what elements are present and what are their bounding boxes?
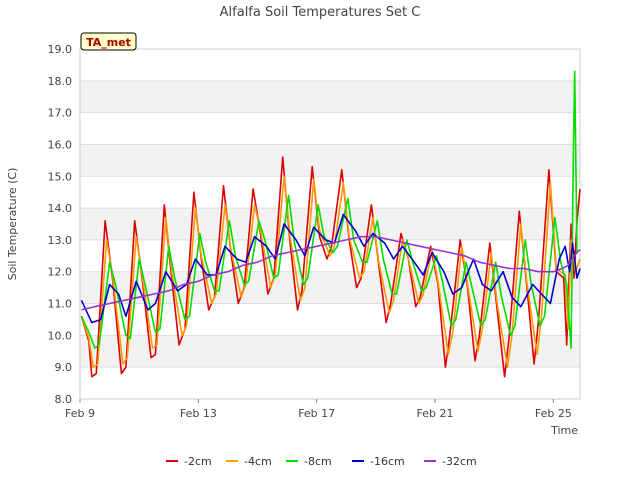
y-tick-label: 14.0 <box>48 202 73 215</box>
legend-label: -32cm <box>442 455 477 468</box>
y-axis-ticks: 8.0 9.0 10.0 11.0 12.0 13.0 14.0 15.0 16.0 17.0 18… <box>48 43 73 406</box>
x-axis-label: Time <box>550 424 578 437</box>
y-tick-label: 13.0 <box>48 234 73 247</box>
legend-item: -4cm <box>226 455 272 468</box>
legend-item: -32cm <box>424 455 477 468</box>
band <box>80 144 580 177</box>
legend: -2cm -4cm -8cm -16cm -32cm <box>166 455 477 468</box>
y-tick-label: 18.0 <box>48 75 73 88</box>
plot-bands <box>80 80 580 368</box>
legend-label: -8cm <box>304 455 332 468</box>
y-tick-label: 15.0 <box>48 170 73 183</box>
badge-text: TA_met <box>86 36 131 49</box>
plot-area <box>79 48 581 400</box>
y-tick-label: 8.0 <box>55 393 73 406</box>
y-tick-label: 12.0 <box>48 266 73 279</box>
y-tick-label: 10.0 <box>48 329 73 342</box>
band <box>80 80 580 113</box>
y-axis-label: Soil Temperature (C) <box>6 168 19 281</box>
series-lines <box>80 70 581 378</box>
legend-item: -2cm <box>166 455 212 468</box>
y-tick-label: 9.0 <box>55 361 73 374</box>
series-line-4cm <box>80 175 581 369</box>
band <box>80 335 580 368</box>
band <box>80 208 580 240</box>
x-tick-label: Feb 9 <box>65 407 95 420</box>
series-line-2cm <box>80 156 581 378</box>
chart-title: Alfalfa Soil Temperatures Set C <box>220 5 421 20</box>
x-tick-label: Feb 25 <box>535 407 572 420</box>
legend-label: -16cm <box>370 455 405 468</box>
x-tick-label: Feb 21 <box>417 407 454 420</box>
legend-item: -16cm <box>352 455 405 468</box>
x-axis-ticks: Feb 9 Feb 13 Feb 17 Feb 21 Feb 25 <box>65 399 572 420</box>
y-tick-label: 19.0 <box>48 43 73 56</box>
y-tick-label: 11.0 <box>48 298 73 311</box>
badge: TA_met <box>80 32 137 51</box>
series-line-32cm <box>81 235 581 311</box>
x-tick-label: Feb 13 <box>180 407 217 420</box>
y-tick-label: 17.0 <box>48 107 73 120</box>
series-line-16cm <box>80 213 581 324</box>
legend-label: -4cm <box>244 455 272 468</box>
legend-label: -2cm <box>184 455 212 468</box>
x-tick-label: Feb 17 <box>298 407 335 420</box>
legend-item: -8cm <box>286 455 332 468</box>
y-tick-label: 16.0 <box>48 138 73 151</box>
